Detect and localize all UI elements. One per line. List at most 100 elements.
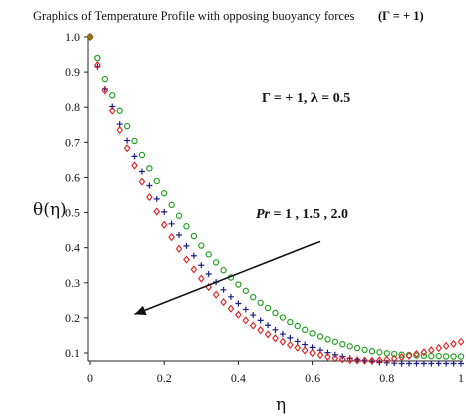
data-point	[101, 86, 109, 95]
data-point	[190, 232, 198, 240]
data-point	[324, 336, 331, 343]
data-point	[450, 339, 457, 348]
data-point	[168, 233, 175, 242]
data-point	[420, 360, 427, 367]
data-point	[190, 252, 197, 259]
data-point	[235, 310, 242, 319]
data-point	[338, 355, 346, 364]
data-point	[138, 168, 145, 175]
x-tick-label: 0.8	[379, 371, 394, 385]
data-point	[443, 360, 450, 367]
data-point	[398, 360, 405, 367]
data-point	[235, 281, 242, 288]
data-point	[413, 360, 420, 367]
pr-symbol: Pr	[256, 207, 271, 222]
data-point	[257, 326, 264, 335]
data-point	[264, 304, 272, 312]
data-point	[272, 326, 279, 333]
data-point	[94, 61, 101, 70]
data-point	[250, 312, 257, 319]
data-point	[220, 298, 227, 307]
y-tick-label: 0.7	[65, 135, 80, 149]
data-point	[294, 343, 302, 352]
data-point	[168, 220, 175, 227]
y-tick-label: 0.8	[65, 100, 80, 114]
data-point	[257, 317, 264, 324]
data-point	[272, 309, 279, 317]
data-point	[227, 293, 234, 300]
data-point	[398, 351, 405, 358]
data-point	[435, 360, 442, 367]
data-point	[457, 337, 465, 346]
data-point	[450, 353, 457, 360]
data-point	[428, 352, 435, 360]
y-tick-label: 0.5	[65, 206, 80, 220]
data-point	[131, 161, 138, 170]
series-diamond	[86, 32, 465, 365]
series-circle	[86, 33, 465, 360]
data-point	[390, 354, 398, 363]
y-tick-label: 1.0	[65, 30, 80, 44]
data-point	[361, 356, 368, 365]
data-point	[405, 351, 413, 360]
data-point	[420, 352, 428, 360]
data-point	[391, 350, 398, 358]
data-point	[383, 355, 391, 364]
data-point	[146, 182, 153, 189]
pr-annotation: Pr = 1 , 1.5 , 2.0	[256, 207, 348, 222]
data-point	[346, 343, 353, 350]
data-point	[227, 304, 235, 313]
data-point	[435, 352, 442, 360]
data-point	[160, 220, 168, 229]
data-point	[153, 177, 160, 185]
data-point	[197, 274, 205, 283]
chart-title-suffix: (Γ = + 1)	[378, 9, 424, 23]
data-point	[124, 137, 131, 144]
pr-values: = 1 , 1.5 , 2.0	[270, 207, 348, 222]
data-point	[183, 223, 190, 230]
data-point	[294, 322, 301, 330]
data-point	[205, 271, 212, 277]
data-point	[428, 346, 435, 355]
data-point	[287, 340, 294, 349]
data-point	[146, 165, 153, 172]
data-point	[212, 290, 220, 299]
data-point	[406, 360, 413, 367]
data-point	[123, 122, 131, 130]
data-point	[220, 286, 227, 293]
data-point	[287, 318, 294, 326]
data-point	[287, 334, 294, 341]
y-tick-label: 0.1	[65, 346, 80, 360]
data-point	[457, 353, 465, 360]
series-plus	[87, 34, 464, 367]
plot-area: 0.1 0.2 0.3 0.4 0.5 0.6 0.7 0.8 0.9 1.0 0 0.2 0.4 0.6…	[65, 30, 465, 385]
data-point	[116, 125, 123, 135]
data-point	[235, 300, 242, 307]
data-point	[160, 190, 168, 197]
data-point	[339, 341, 346, 348]
data-point	[138, 151, 146, 159]
data-point	[324, 349, 331, 356]
x-axis-label: η	[276, 395, 286, 415]
y-tick-label: 0.3	[65, 276, 80, 290]
data-point	[242, 287, 250, 295]
x-tick-label: 0	[87, 371, 93, 385]
data-point	[346, 355, 354, 365]
data-point	[413, 349, 420, 359]
data-point	[249, 321, 257, 330]
data-point	[279, 337, 287, 346]
data-point	[316, 333, 324, 340]
data-point	[108, 106, 116, 115]
data-point	[279, 331, 286, 338]
data-point	[146, 193, 153, 202]
data-point	[109, 103, 116, 110]
x-tick-label: 0.4	[231, 371, 246, 385]
data-point	[294, 338, 301, 345]
data-point	[94, 54, 101, 62]
data-point	[212, 259, 220, 266]
data-point	[368, 348, 376, 355]
data-point	[398, 353, 405, 362]
arrow-shaft	[134, 240, 321, 316]
data-point	[442, 341, 450, 351]
